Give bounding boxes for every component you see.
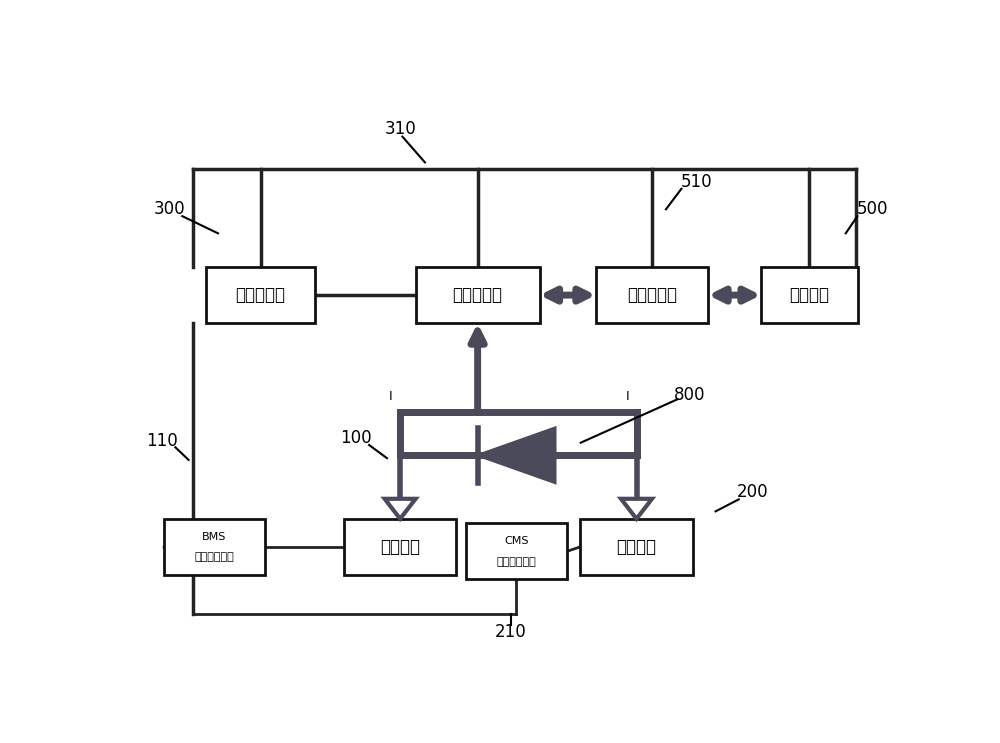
Text: 500: 500 [857,201,889,218]
Polygon shape [621,499,652,519]
Text: I: I [625,390,629,403]
Text: 电池管理系统: 电池管理系统 [194,552,234,562]
Text: BMS: BMS [202,531,226,542]
Text: 整车控制器: 整车控制器 [236,286,286,304]
Text: 电机控制器: 电机控制器 [627,286,677,304]
Text: 310: 310 [384,120,416,138]
FancyBboxPatch shape [466,523,567,580]
Text: 800: 800 [673,386,705,404]
Text: 高压控制柜: 高压控制柜 [453,286,503,304]
FancyBboxPatch shape [416,267,540,323]
Text: 300: 300 [154,201,186,218]
Text: 200: 200 [737,484,769,502]
Text: 电容管理系统: 电容管理系统 [496,557,536,567]
Polygon shape [385,499,416,519]
FancyBboxPatch shape [206,267,315,323]
FancyBboxPatch shape [761,267,858,323]
Text: 110: 110 [146,432,178,450]
Text: CMS: CMS [504,536,529,546]
Text: 510: 510 [681,173,713,191]
Text: 超级电容: 超级电容 [616,538,656,556]
Text: 同步电机: 同步电机 [789,286,829,304]
Text: I: I [389,390,393,403]
FancyBboxPatch shape [344,519,456,575]
FancyBboxPatch shape [580,519,693,575]
FancyBboxPatch shape [596,267,708,323]
Polygon shape [478,428,555,483]
Text: 动力电池: 动力电池 [380,538,420,556]
FancyBboxPatch shape [164,519,264,575]
Text: 210: 210 [495,623,527,640]
Text: 100: 100 [340,429,372,447]
